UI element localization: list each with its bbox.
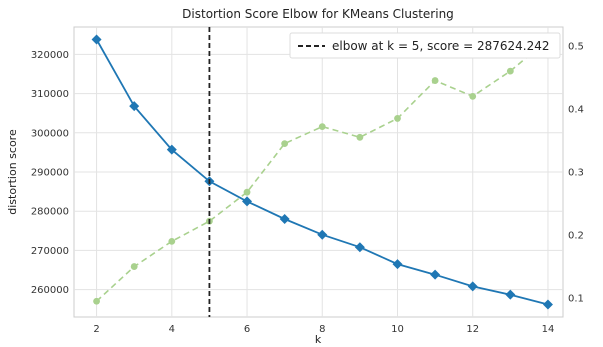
data-point (93, 297, 100, 305)
data-point (430, 269, 441, 280)
x-tick-label: 4 (169, 324, 175, 335)
data-point (91, 34, 102, 45)
y2-tick-label: 0.2 (568, 231, 584, 242)
y-tick-label: 320000 (31, 50, 69, 61)
chart-title: Distortion Score Elbow for KMeans Cluste… (182, 7, 454, 21)
data-point (243, 188, 251, 196)
y-tick-label: 260000 (31, 285, 69, 296)
data-point (506, 67, 514, 75)
data-point (129, 101, 140, 112)
data-point (356, 133, 364, 141)
y-tick-label: 300000 (31, 128, 69, 139)
grid-lines (74, 27, 563, 317)
x-tick-label: 12 (466, 324, 479, 335)
data-point (317, 229, 328, 240)
y-tick-label: 280000 (31, 207, 69, 218)
data-point (130, 263, 138, 270)
data-point (394, 115, 401, 122)
y2-tick-label: 0.1 (568, 294, 584, 305)
y2-tick-label: 0.3 (568, 168, 584, 179)
x-tick-label: 14 (542, 324, 555, 335)
distortion-series (91, 34, 553, 310)
data-point (467, 281, 478, 292)
tick-labels: 2 4 6 8 10 12 14 260000 270000 280000 290000 300000… (31, 41, 584, 335)
x-tick-label: 6 (244, 324, 250, 335)
y2-tick-label: 0.4 (568, 104, 584, 115)
legend: elbow at k = 5, score = 287624.242 (289, 32, 561, 59)
data-point (542, 299, 553, 310)
data-point (166, 144, 177, 155)
x-axis-title: k (315, 333, 322, 346)
y-tick-label: 270000 (31, 246, 69, 257)
data-point (505, 289, 516, 300)
data-point (281, 140, 289, 148)
data-point (318, 123, 326, 131)
y-axis-title: distortion score (6, 129, 19, 215)
x-tick-label: 8 (319, 324, 325, 335)
data-point (242, 196, 253, 207)
data-point (168, 237, 176, 245)
x-tick-label: 2 (93, 324, 99, 335)
data-point (392, 259, 403, 270)
x-tick-label: 10 (391, 324, 404, 335)
data-point (431, 77, 439, 84)
y-tick-label: 310000 (31, 89, 69, 100)
legend-box (289, 32, 561, 59)
data-point (469, 92, 477, 100)
y2-tick-label: 0.5 (568, 41, 584, 52)
data-point (279, 214, 290, 225)
data-point (354, 242, 365, 253)
legend-elbow-label: elbow at k = 5, score = 287624.242 (332, 39, 550, 53)
y-tick-label: 290000 (31, 168, 69, 179)
